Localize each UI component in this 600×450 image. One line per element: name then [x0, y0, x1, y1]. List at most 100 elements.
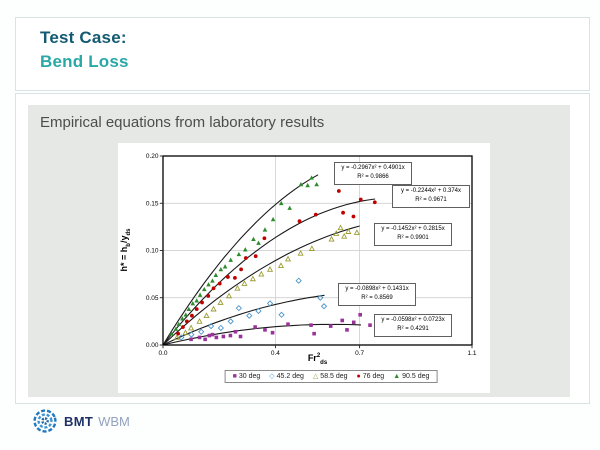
- equation-box-30-deg: y = -0.0598x² + 0.0723x R² = 0.4291: [374, 314, 452, 337]
- marker-square: [368, 323, 372, 327]
- marker-triangle-open: [234, 284, 241, 291]
- marker-circle: [297, 219, 302, 224]
- equation-text: y = -0.2244x² + 0.374x: [400, 188, 462, 194]
- x-tick-label: 1.1: [467, 350, 476, 357]
- marker-square: [228, 333, 233, 338]
- marker-circle: [253, 254, 258, 259]
- legend-item-30-deg: ■ 30 deg: [233, 373, 261, 380]
- marker-triangle-open: [333, 230, 340, 236]
- r-squared-text: R² = 0.8569: [361, 295, 393, 302]
- marker-square: [328, 324, 333, 328]
- plot-border: [162, 155, 473, 346]
- marker-triangle: [228, 257, 233, 262]
- marker-triangle: [287, 205, 292, 210]
- marker-circle: [200, 300, 204, 305]
- marker-triangle: [236, 251, 242, 257]
- marker-triangle: [251, 236, 256, 242]
- x-tick-label: 0.7: [355, 350, 364, 357]
- marker-triangle-open: [328, 235, 335, 242]
- r-squared-text: R² = 0.4291: [397, 326, 429, 333]
- marker-triangle-open: [341, 232, 348, 239]
- marker-triangle-open: [188, 324, 195, 331]
- legend-label: 45.2 deg: [276, 373, 304, 380]
- x-tick-label: 0.0: [158, 350, 167, 357]
- marker-circle: [243, 256, 248, 260]
- marker-triangle-open: [266, 266, 274, 272]
- marker-triangle: [278, 200, 284, 206]
- r-squared-text: R² = 0.9901: [397, 235, 429, 242]
- marker-circle: [181, 325, 185, 329]
- series-76-deg: [176, 189, 377, 336]
- trend-curve-90-5-deg: [162, 174, 319, 346]
- marker-triangle: [305, 182, 310, 188]
- marker-triangle-open: [297, 249, 304, 256]
- legend-marker-icon: ■: [232, 373, 237, 380]
- marker-triangle: [190, 301, 196, 306]
- marker-circle: [341, 210, 345, 215]
- y-tick-label: 0.00: [146, 342, 159, 349]
- marker-square: [210, 332, 215, 337]
- series-45-2-deg: [178, 277, 328, 341]
- marker-triangle-open: [203, 312, 210, 319]
- marker-square: [340, 318, 345, 323]
- marker-triangle: [314, 181, 319, 187]
- legend-label: 76 deg: [362, 373, 385, 380]
- marker-square: [358, 312, 362, 317]
- marker-diamond: [320, 303, 328, 310]
- marker-triangle: [298, 181, 304, 187]
- marker-square: [203, 337, 207, 342]
- slide-title-line1: Test Case:: [40, 28, 127, 47]
- y-axis-title: h* = hb/yds: [119, 228, 132, 272]
- marker-triangle: [210, 278, 215, 283]
- legend-item-76-deg: ● 76 deg: [357, 373, 385, 380]
- marker-square: [207, 333, 212, 338]
- trend-curve-76-deg: [162, 198, 376, 346]
- legend-marker-icon: ●: [356, 373, 361, 380]
- marker-square: [309, 323, 313, 327]
- marker-triangle: [309, 175, 314, 180]
- marker-triangle-open: [277, 262, 285, 268]
- marker-triangle: [173, 326, 179, 331]
- legend-item-45-2-deg: ◇ 45.2 deg: [269, 373, 304, 380]
- marker-triangle: [183, 312, 189, 317]
- trend-curve-45-2-deg: [162, 294, 325, 346]
- slide-title-line2: Bend Loss: [40, 52, 129, 71]
- marker-triangle-open: [241, 280, 248, 286]
- slide-header: Test Case: Bend Loss: [15, 17, 590, 91]
- marker-triangle-open: [258, 270, 265, 277]
- marker-diamond: [295, 277, 302, 284]
- marker-square: [197, 335, 202, 340]
- y-tick-label: 0.15: [146, 200, 159, 207]
- marker-triangle: [176, 321, 182, 327]
- equation-text: y = -0.0598x² + 0.0723x: [381, 317, 445, 323]
- marker-triangle-open: [217, 299, 224, 305]
- series-58-5-deg: [173, 224, 360, 340]
- marker-diamond: [227, 318, 234, 325]
- marker-square: [214, 335, 219, 340]
- marker-diamond: [188, 331, 195, 338]
- trend-curve-58-5-deg: [162, 225, 360, 346]
- marker-triangle-open: [225, 292, 233, 299]
- marker-square: [263, 328, 267, 332]
- marker-circle: [176, 331, 181, 336]
- equation-text: y = -0.2967x² + 0.4901x: [341, 165, 405, 171]
- legend-marker-icon: ◇: [269, 373, 275, 380]
- marker-circle: [358, 197, 363, 202]
- r-squared-text: R² = 0.9671: [415, 197, 447, 204]
- marker-triangle-open: [182, 329, 189, 336]
- marker-diamond: [246, 312, 253, 319]
- content-gray-panel: Empirical equations from laboratory resu…: [28, 105, 570, 397]
- marker-square: [253, 325, 257, 329]
- marker-circle: [313, 212, 318, 217]
- marker-diamond: [178, 334, 185, 341]
- marker-square: [312, 331, 316, 336]
- marker-triangle-open: [210, 305, 217, 312]
- marker-square: [345, 328, 349, 332]
- marker-diamond: [198, 328, 205, 335]
- series-90-5-deg: [169, 175, 319, 336]
- marker-square: [238, 334, 243, 339]
- series-30-deg: [189, 312, 372, 342]
- marker-triangle: [197, 292, 203, 297]
- marker-circle: [351, 214, 356, 219]
